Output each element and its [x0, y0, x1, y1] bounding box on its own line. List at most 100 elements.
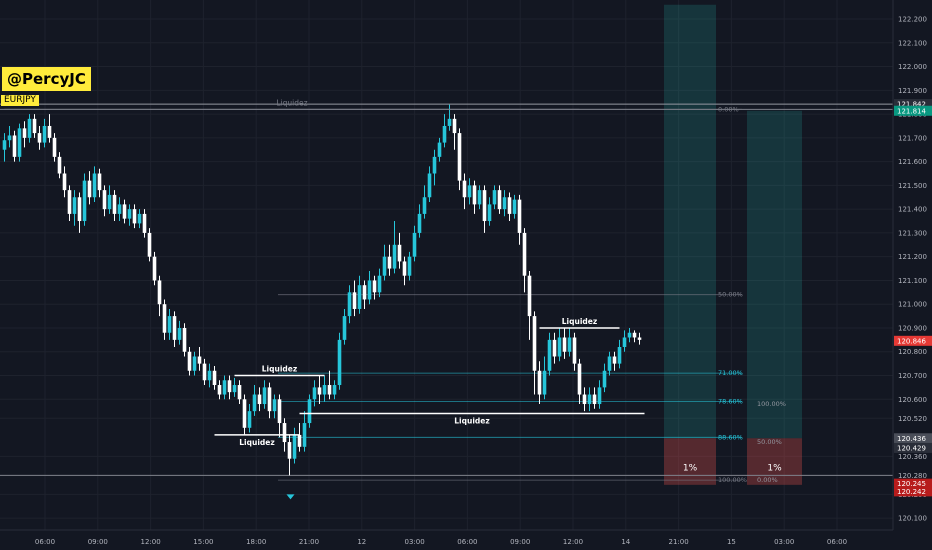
candle-body — [227, 380, 232, 393]
candle-body — [407, 256, 412, 276]
position-loss-zone — [747, 438, 802, 485]
candle-body — [467, 185, 472, 198]
candle-body — [262, 387, 267, 405]
candle-body — [277, 399, 282, 424]
price-label-text: 120.436 — [897, 435, 926, 443]
price-axis-tick-label: 122.000 — [898, 63, 927, 71]
candle-body — [627, 332, 632, 338]
candle-body — [587, 394, 592, 405]
time-axis-tick-label: 12 — [357, 538, 366, 546]
fib-level-label: 100.00% — [718, 476, 747, 484]
candle-body — [482, 190, 487, 222]
candle-body — [332, 385, 337, 395]
candle-body — [602, 370, 607, 388]
candle-body — [457, 133, 462, 181]
candle-body — [542, 370, 547, 395]
fib-level-label: 88.60% — [718, 433, 743, 441]
candle-body — [117, 204, 122, 214]
candle-body — [507, 197, 512, 214]
price-axis-tick-label: 120.800 — [898, 348, 927, 356]
candle-body — [282, 423, 287, 443]
candle-body — [582, 394, 587, 405]
price-axis-tick-label: 121.100 — [898, 277, 927, 285]
symbol-label: EURJPY — [1, 95, 39, 106]
price-axis-tick-label: 120.600 — [898, 396, 927, 404]
time-axis-tick-label: 06:00 — [827, 538, 847, 546]
candle-body — [472, 185, 477, 205]
price-axis-background — [893, 0, 932, 550]
candle-body — [177, 327, 182, 340]
time-axis-tick-label: 06:00 — [35, 538, 55, 546]
candle-body — [242, 399, 247, 428]
time-axis-tick-label: 15 — [727, 538, 736, 546]
candle-body — [297, 434, 302, 447]
candle-body — [122, 204, 127, 219]
candle-body — [92, 173, 97, 198]
position-profit-zone — [747, 110, 802, 439]
fib-level-label: 78.60% — [718, 398, 743, 406]
candle-body — [562, 337, 567, 352]
price-label-box — [894, 105, 932, 116]
candle-body — [347, 292, 352, 317]
fib-level-label-secondary: 100.00% — [757, 400, 786, 408]
fib-level-label: 0.00% — [718, 105, 739, 113]
candle-body — [57, 156, 62, 174]
liquidity-label: Liquidez — [562, 317, 597, 326]
candle-body — [607, 356, 612, 371]
candle-body — [412, 232, 417, 257]
position-profit-zone — [664, 4, 716, 439]
price-label-text: 121.814 — [897, 107, 926, 115]
candle-body — [512, 199, 517, 214]
low-marker-icon — [286, 494, 295, 500]
price-axis-tick-label: 122.100 — [898, 39, 927, 47]
candle-body — [217, 385, 222, 395]
price-label-box — [894, 99, 932, 110]
candle-body — [32, 118, 37, 134]
candle-body — [172, 316, 177, 340]
candle-body — [487, 204, 492, 222]
time-axis-tick-label: 09:00 — [510, 538, 530, 546]
price-axis-tick-label: 121.700 — [898, 134, 927, 142]
candle-body — [252, 394, 257, 412]
candle-body — [617, 346, 622, 364]
candle-body — [47, 125, 52, 138]
candle-body — [97, 173, 102, 191]
candle-body — [362, 285, 367, 300]
candle-body — [552, 339, 557, 357]
candle-body — [527, 275, 532, 317]
time-axis-tick-label: 03:00 — [774, 538, 794, 546]
candle-body — [342, 316, 347, 340]
candle-body — [572, 337, 577, 364]
price-label-text: 120.429 — [897, 444, 926, 452]
candle-body — [437, 142, 442, 157]
candle-body — [422, 197, 427, 214]
candle-body — [182, 327, 187, 352]
candle-body — [42, 125, 47, 143]
candle-body — [337, 339, 342, 386]
candle-body — [442, 125, 447, 143]
candle-body — [67, 190, 72, 214]
time-axis-tick-label: 18:00 — [246, 538, 266, 546]
candle-body — [447, 118, 452, 126]
candle-body — [52, 137, 57, 157]
candle-body — [632, 332, 637, 338]
candle-body — [522, 232, 527, 276]
price-axis-tick-label: 121.500 — [898, 182, 927, 190]
price-axis-tick-label: 120.100 — [898, 515, 927, 523]
candle-body — [497, 190, 502, 210]
candle-body — [102, 190, 107, 210]
time-axis-tick-label: 12:00 — [141, 538, 161, 546]
candle-body — [272, 399, 277, 412]
candle-body — [232, 385, 237, 393]
candle-body — [612, 356, 617, 364]
candle-body — [247, 411, 252, 428]
position-risk-label: 1% — [767, 463, 782, 473]
candle-body — [77, 197, 82, 222]
candle-body — [137, 213, 142, 224]
price-axis-tick-label: 120.520 — [898, 415, 927, 423]
candle-body — [267, 387, 272, 412]
price-axis-tick-label: 120.900 — [898, 324, 927, 332]
price-label-text: 121.842 — [897, 101, 926, 109]
price-axis-tick-label: 121.000 — [898, 301, 927, 309]
